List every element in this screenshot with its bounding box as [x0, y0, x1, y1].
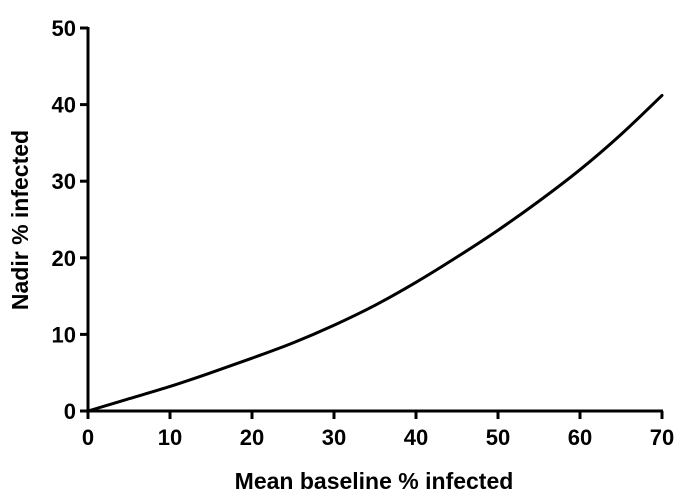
x-tick-label: 60 [568, 425, 592, 450]
y-tick-label: 30 [52, 169, 76, 194]
x-tick-label: 30 [322, 425, 346, 450]
y-tick-label: 20 [52, 246, 76, 271]
x-tick-label: 40 [404, 425, 428, 450]
x-tick-label: 10 [158, 425, 182, 450]
y-axis-title: Nadir % infected [7, 130, 33, 310]
y-tick-label: 0 [64, 399, 76, 424]
x-tick-label: 0 [82, 425, 94, 450]
x-tick-label: 70 [650, 425, 674, 450]
y-tick-label: 10 [52, 322, 76, 347]
y-tick-label: 40 [52, 93, 76, 118]
x-tick-label: 50 [486, 425, 510, 450]
y-tick-label: 50 [52, 16, 76, 41]
x-tick-label: 20 [240, 425, 264, 450]
y-axis: 0 10 20 30 40 50 [52, 16, 90, 424]
series-line [86, 93, 664, 413]
data-layer [86, 93, 664, 413]
x-axis-title: Mean baseline % infected [235, 468, 514, 494]
x-axis: 0 10 20 30 40 50 60 70 [82, 409, 674, 450]
